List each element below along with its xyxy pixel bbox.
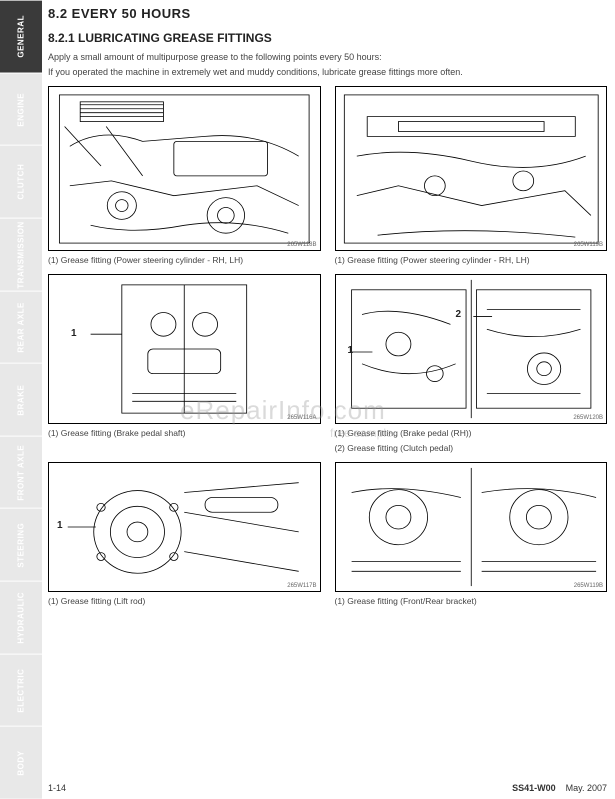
figure-callout: 2 [456, 309, 462, 320]
figure-callout: 1 [57, 520, 63, 531]
doc-date: May. 2007 [566, 783, 607, 793]
figure-image: 265W119B [335, 86, 608, 251]
figure-caption: (1) Grease fitting (Power steering cylin… [335, 255, 608, 266]
figure-code: 265W118B [287, 242, 316, 248]
figure-image: 1 265W116A [48, 274, 321, 424]
sidebar-tab-engine[interactable]: ENGINE [0, 73, 42, 146]
figure-row-3: 1 265W117B (1) Grease fitting (Lift rod) [48, 462, 607, 607]
sidebar-tab-body[interactable]: BODY [0, 726, 42, 799]
figure-image: 265W118B [48, 86, 321, 251]
sidebar-tab-brake[interactable]: BRAKE [0, 363, 42, 436]
figure-caption: (1) Grease fitting (Brake pedal (RH)) [335, 428, 608, 439]
figure-2-left: 1 265W116A (1) Grease fitting (Brake ped… [48, 274, 321, 454]
figure-callout: 1 [348, 345, 354, 356]
figure-code: 265W120B [573, 415, 603, 421]
figure-code: 265W117B [287, 583, 316, 589]
figure-code: 265W119B [574, 242, 603, 248]
figure-2-right: 1 2 265W120B (1) Grease fitting (Brake p… [335, 274, 608, 454]
figure-image: 1 2 265W120B [335, 274, 608, 424]
figure-caption-b: (2) Grease fitting (Clutch pedal) [335, 443, 608, 454]
section-heading: 8.2 EVERY 50 HOURS [48, 6, 607, 21]
sidebar-tab-hydraulic[interactable]: HYDRAULIC [0, 581, 42, 654]
figure-code: 265W116A [287, 415, 316, 421]
sidebar-tab-steering[interactable]: STEERING [0, 508, 42, 581]
doc-code: SS41-W00 [512, 783, 556, 793]
figure-row-1: 265W118B (1) Grease fitting (Power steer… [48, 86, 607, 266]
figure-callout: 1 [71, 328, 77, 339]
figure-image: 1 265W117B [48, 462, 321, 592]
subsection-heading: 8.2.1 LUBRICATING GREASE FITTINGS [48, 31, 607, 45]
figure-1-right: 265W119B (1) Grease fitting (Power steer… [335, 86, 608, 266]
sidebar-tab-front-axle[interactable]: FRONT AXLE [0, 436, 42, 509]
page-footer: 1-14 SS41-W00 May. 2007 [48, 783, 607, 793]
figure-3-right: 265W119B (1) Grease fitting (Front/Rear … [335, 462, 608, 607]
sidebar-tab-rear-axle[interactable]: REAR AXLE [0, 291, 42, 364]
figure-1-left: 265W118B (1) Grease fitting (Power steer… [48, 86, 321, 266]
sidebar-tab-clutch[interactable]: CLUTCH [0, 145, 42, 218]
figure-caption: (1) Grease fitting (Front/Rear bracket) [335, 596, 608, 607]
figure-3-left: 1 265W117B (1) Grease fitting (Lift rod) [48, 462, 321, 607]
page-number: 1-14 [48, 783, 66, 793]
figure-image: 265W119B [335, 462, 608, 592]
footer-right: SS41-W00 May. 2007 [512, 783, 607, 793]
sidebar-tab-transmission[interactable]: TRANSMISSION [0, 218, 42, 291]
intro-line-2: If you operated the machine in extremely… [48, 66, 607, 79]
intro-line-1: Apply a small amount of multipurpose gre… [48, 51, 607, 64]
figure-caption: (1) Grease fitting (Power steering cylin… [48, 255, 321, 266]
figure-row-2: 1 265W116A (1) Grease fitting (Brake ped… [48, 274, 607, 454]
figure-caption: (1) Grease fitting (Lift rod) [48, 596, 321, 607]
sidebar-tab-general[interactable]: GENERAL [0, 0, 42, 73]
sidebar-tab-electric[interactable]: ELECTRIC [0, 654, 42, 727]
sidebar: GENERAL ENGINE CLUTCH TRANSMISSION REAR … [0, 0, 42, 799]
figure-caption: (1) Grease fitting (Brake pedal shaft) [48, 428, 321, 439]
figure-code: 265W119B [574, 583, 603, 589]
page-content: 8.2 EVERY 50 HOURS 8.2.1 LUBRICATING GRE… [48, 6, 607, 793]
